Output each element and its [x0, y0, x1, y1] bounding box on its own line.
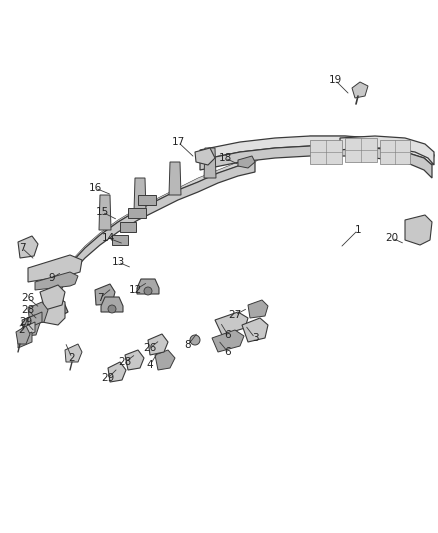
- Polygon shape: [238, 156, 255, 168]
- Polygon shape: [16, 326, 30, 344]
- Polygon shape: [108, 362, 126, 382]
- Polygon shape: [95, 284, 115, 305]
- Polygon shape: [112, 235, 128, 245]
- Polygon shape: [55, 136, 434, 295]
- Polygon shape: [22, 315, 40, 336]
- Polygon shape: [55, 295, 68, 315]
- Polygon shape: [405, 215, 432, 245]
- Text: 27: 27: [228, 310, 242, 320]
- Polygon shape: [42, 298, 65, 325]
- Text: 20: 20: [385, 233, 399, 243]
- Polygon shape: [138, 195, 156, 205]
- Polygon shape: [99, 195, 111, 230]
- Text: 19: 19: [328, 75, 342, 85]
- Text: 3: 3: [252, 333, 258, 343]
- Polygon shape: [310, 140, 342, 164]
- Polygon shape: [120, 222, 136, 232]
- Polygon shape: [380, 140, 410, 164]
- Text: 26: 26: [143, 343, 157, 353]
- Polygon shape: [248, 300, 268, 318]
- Polygon shape: [28, 302, 48, 325]
- Text: 12: 12: [128, 285, 141, 295]
- Circle shape: [108, 305, 116, 313]
- Polygon shape: [28, 312, 42, 328]
- Text: 4: 4: [147, 360, 153, 370]
- Polygon shape: [200, 146, 432, 178]
- Polygon shape: [18, 332, 32, 348]
- Polygon shape: [35, 272, 78, 290]
- Circle shape: [190, 335, 200, 345]
- Polygon shape: [242, 318, 268, 342]
- Text: 13: 13: [111, 257, 125, 267]
- Polygon shape: [22, 322, 35, 338]
- Text: 29: 29: [101, 373, 115, 383]
- Polygon shape: [65, 344, 82, 362]
- Polygon shape: [155, 350, 175, 370]
- Polygon shape: [28, 255, 82, 282]
- Polygon shape: [18, 236, 38, 258]
- Text: 17: 17: [171, 137, 185, 147]
- Polygon shape: [148, 334, 168, 355]
- Text: 6: 6: [225, 347, 231, 357]
- Polygon shape: [212, 330, 244, 352]
- Text: 7: 7: [19, 243, 25, 253]
- Text: 2: 2: [19, 325, 25, 335]
- Polygon shape: [125, 350, 144, 370]
- Text: 8: 8: [185, 340, 191, 350]
- Text: 2: 2: [69, 353, 75, 363]
- Text: 28: 28: [118, 357, 132, 367]
- Polygon shape: [134, 178, 146, 212]
- Text: 7: 7: [97, 293, 103, 303]
- Text: 14: 14: [101, 233, 115, 243]
- Polygon shape: [345, 138, 377, 162]
- Text: 28: 28: [21, 305, 35, 315]
- Polygon shape: [215, 312, 248, 335]
- Polygon shape: [204, 148, 216, 178]
- Polygon shape: [48, 295, 55, 308]
- Text: 1: 1: [355, 225, 361, 235]
- Text: 29: 29: [19, 317, 32, 327]
- Polygon shape: [101, 297, 123, 312]
- Polygon shape: [340, 136, 434, 165]
- Polygon shape: [195, 148, 215, 165]
- Text: 6: 6: [225, 330, 231, 340]
- Polygon shape: [137, 279, 159, 294]
- Text: 26: 26: [21, 293, 35, 303]
- Text: 15: 15: [95, 207, 109, 217]
- Polygon shape: [128, 208, 146, 218]
- Circle shape: [144, 287, 152, 295]
- Polygon shape: [169, 162, 181, 195]
- Text: 9: 9: [49, 273, 55, 283]
- Text: 16: 16: [88, 183, 102, 193]
- Text: 18: 18: [219, 153, 232, 163]
- Polygon shape: [352, 82, 368, 98]
- Polygon shape: [55, 162, 255, 308]
- Polygon shape: [40, 285, 65, 310]
- Polygon shape: [200, 136, 434, 165]
